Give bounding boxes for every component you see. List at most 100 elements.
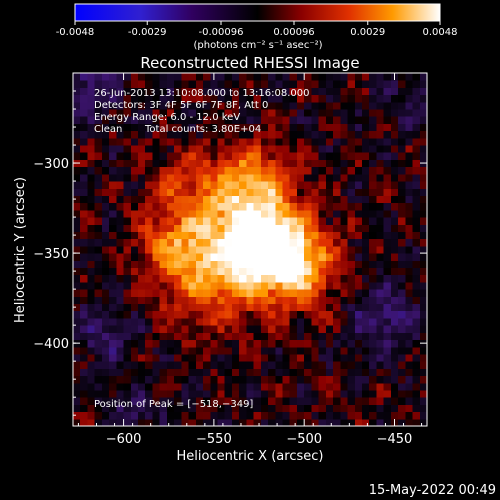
heatmap-cell bbox=[181, 332, 190, 341]
heatmap-cell bbox=[246, 317, 255, 326]
heatmap-cell bbox=[405, 382, 414, 391]
heatmap-cell bbox=[412, 166, 421, 175]
heatmap-cell bbox=[174, 202, 182, 211]
heatmap-cell bbox=[318, 397, 327, 405]
heatmap-cell bbox=[376, 188, 385, 196]
heatmap-cell bbox=[405, 101, 414, 110]
heatmap-cell bbox=[203, 245, 211, 254]
heatmap-cell bbox=[347, 253, 356, 261]
heatmap-cell bbox=[203, 238, 211, 247]
heatmap-cell bbox=[318, 87, 327, 96]
heatmap-cell bbox=[369, 361, 377, 369]
heatmap-cell bbox=[253, 152, 262, 160]
heatmap-cell bbox=[253, 159, 262, 168]
heatmap-cell bbox=[361, 253, 370, 261]
heatmap-cell bbox=[73, 137, 81, 146]
heatmap-cell bbox=[73, 260, 81, 269]
heatmap-cell bbox=[123, 382, 132, 391]
heatmap-cell bbox=[333, 303, 341, 312]
heatmap-cell bbox=[181, 217, 190, 225]
heatmap-cell bbox=[282, 346, 291, 355]
heatmap-cell bbox=[101, 123, 110, 132]
heatmap-cell bbox=[376, 397, 385, 405]
heatmap-cell bbox=[412, 296, 421, 305]
heatmap-cell bbox=[369, 116, 377, 124]
heatmap-cell bbox=[188, 231, 197, 240]
heatmap-cell bbox=[94, 209, 103, 218]
heatmap-cell bbox=[390, 152, 399, 160]
heatmap-cell bbox=[239, 368, 247, 377]
heatmap-cell bbox=[181, 152, 190, 160]
heatmap-cell bbox=[260, 310, 269, 319]
heatmap-cell bbox=[73, 267, 81, 276]
heatmap-cell bbox=[260, 159, 269, 168]
heatmap-cell bbox=[231, 101, 240, 110]
heatmap-cell bbox=[333, 281, 341, 290]
heatmap-cell bbox=[282, 145, 291, 153]
heatmap-cell bbox=[94, 411, 103, 420]
heatmap-cell bbox=[231, 159, 240, 168]
heatmap-cell bbox=[369, 245, 377, 254]
heatmap-cell bbox=[203, 411, 211, 420]
heatmap-cell bbox=[275, 325, 284, 333]
heatmap-cell bbox=[152, 145, 161, 153]
heatmap-cell bbox=[311, 339, 320, 348]
heatmap-cell bbox=[412, 123, 421, 132]
heatmap-cell bbox=[116, 116, 125, 124]
heatmap-cell bbox=[390, 224, 399, 232]
heatmap-cell bbox=[94, 159, 103, 168]
heatmap-cell bbox=[159, 209, 168, 218]
heatmap-cell bbox=[369, 382, 377, 391]
heatmap-cell bbox=[109, 411, 117, 420]
heatmap-cell bbox=[354, 145, 363, 153]
heatmap-cell bbox=[116, 303, 125, 312]
heatmap-cell bbox=[419, 188, 427, 196]
heatmap-cell bbox=[109, 116, 117, 124]
heatmap-cell bbox=[73, 332, 81, 341]
heatmap-cell bbox=[145, 159, 153, 168]
heatmap-cell bbox=[383, 281, 392, 290]
heatmap-cell bbox=[195, 274, 204, 283]
heatmap-cell bbox=[73, 281, 81, 290]
heatmap-cell bbox=[224, 361, 233, 369]
heatmap-cell bbox=[311, 368, 320, 377]
heatmap-cell bbox=[80, 375, 88, 384]
heatmap-cell bbox=[217, 202, 226, 211]
heatmap-cell bbox=[275, 224, 284, 232]
heatmap-cell bbox=[210, 317, 218, 326]
heatmap-cell bbox=[398, 346, 406, 355]
heatmap-cell bbox=[333, 80, 341, 88]
heatmap-cell bbox=[275, 145, 284, 153]
heatmap-cell bbox=[282, 325, 291, 333]
heatmap-cell bbox=[217, 209, 226, 218]
heatmap-cell bbox=[130, 418, 139, 426]
heatmap-cell bbox=[130, 224, 139, 232]
heatmap-cell bbox=[282, 231, 291, 240]
heatmap-cell bbox=[398, 361, 406, 369]
heatmap-cell bbox=[296, 152, 305, 160]
heatmap-cell bbox=[311, 253, 320, 261]
heatmap-cell bbox=[246, 109, 255, 117]
heatmap-cell bbox=[340, 260, 349, 269]
heatmap-cell bbox=[217, 368, 226, 377]
heatmap-cell bbox=[333, 202, 341, 211]
heatmap-cell bbox=[253, 375, 262, 384]
heatmap-cell bbox=[239, 130, 247, 139]
heatmap-cell bbox=[217, 375, 226, 384]
heatmap-cell bbox=[145, 238, 153, 247]
heatmap-cell bbox=[203, 281, 211, 290]
heatmap-cell bbox=[181, 101, 190, 110]
heatmap-cell bbox=[333, 94, 341, 103]
heatmap-cell bbox=[405, 303, 414, 312]
heatmap-cell bbox=[419, 202, 427, 211]
heatmap-cell bbox=[333, 109, 341, 117]
heatmap-cell bbox=[325, 238, 334, 247]
heatmap-cell bbox=[260, 130, 269, 139]
heatmap-cell bbox=[390, 217, 399, 225]
heatmap-cell bbox=[181, 281, 190, 290]
heatmap-cell bbox=[231, 217, 240, 225]
heatmap-cell bbox=[94, 389, 103, 398]
heatmap-cell bbox=[296, 173, 305, 182]
heatmap-cell bbox=[138, 152, 146, 160]
heatmap-cell bbox=[318, 346, 327, 355]
